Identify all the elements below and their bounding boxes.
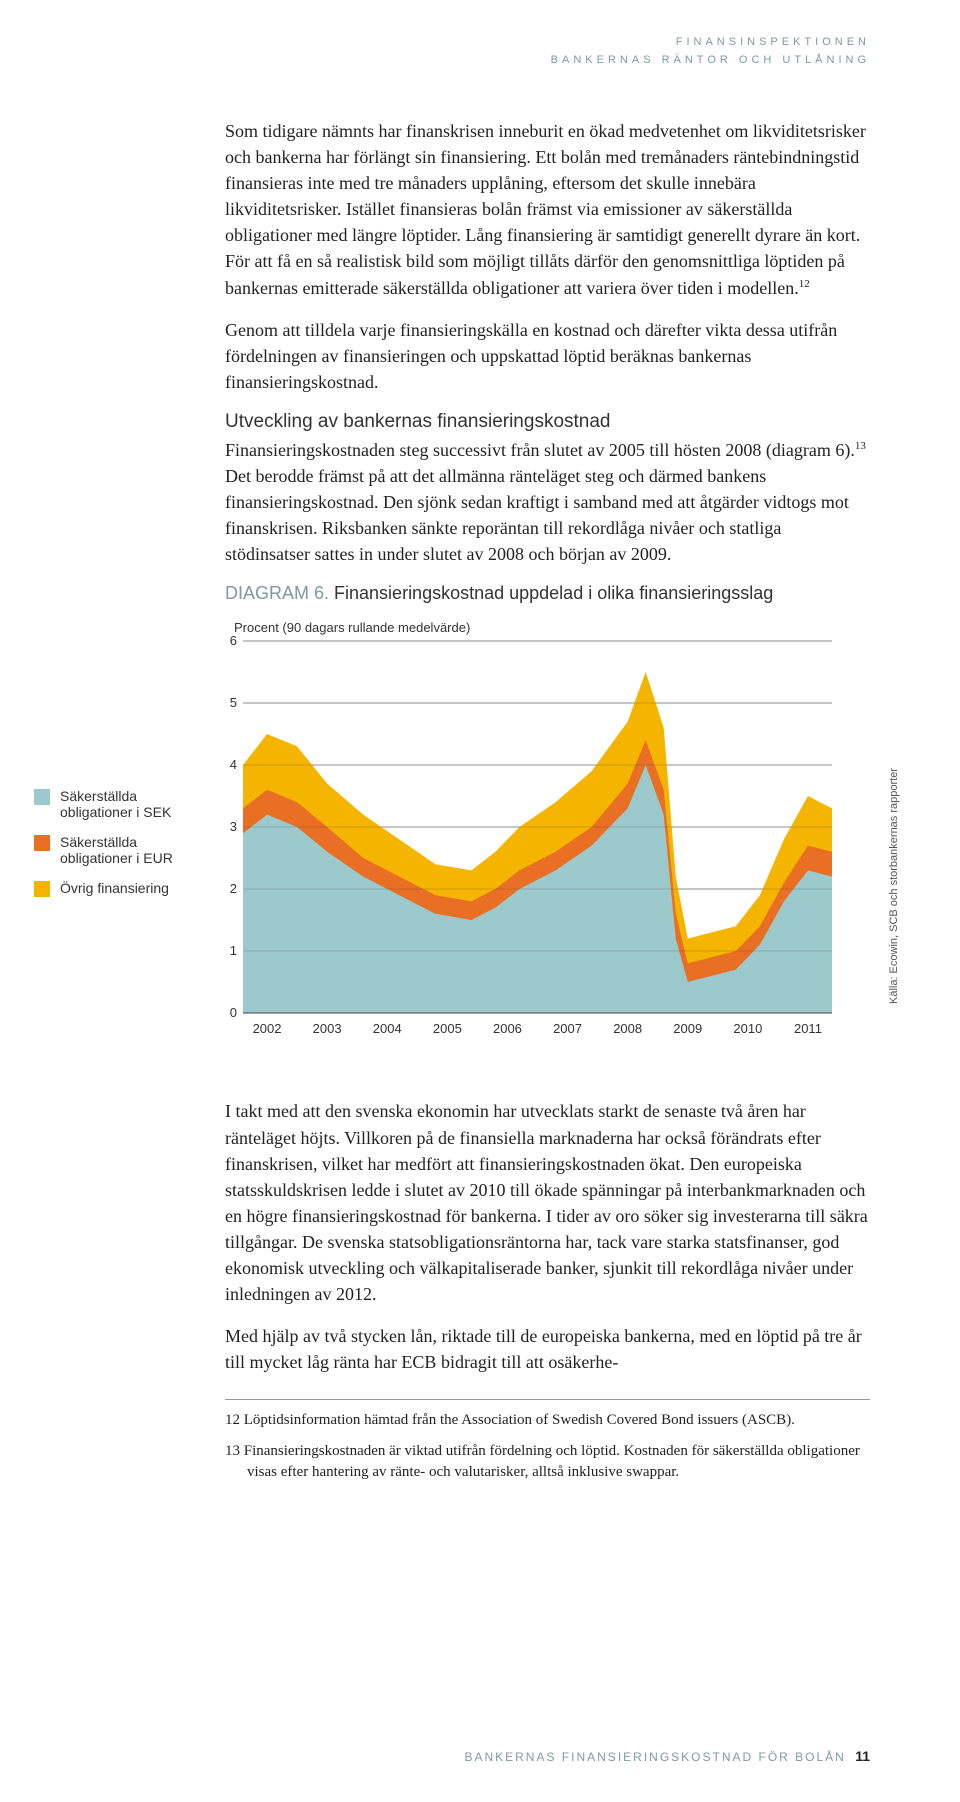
footnote-12: 12 Löptidsinformation hämtad från the As… [225,1410,870,1431]
legend-swatch-eur [34,835,50,851]
footnotes: 12 Löptidsinformation hämtad från the As… [225,1399,870,1483]
footer-text: BANKERNAS FINANSIERINGSKOSTNAD FÖR BOLÅN [464,1750,845,1764]
header-line1: FINANSINSPEKTIONEN [551,34,870,52]
svg-text:2009: 2009 [673,1021,702,1036]
svg-text:2005: 2005 [433,1021,462,1036]
paragraph-2: Genom att tilldela varje finansieringskä… [225,317,870,395]
legend-item-sek: Säkerställda obligationer i SEK [60,788,200,820]
paragraph-3: Finansieringskostnaden steg successivt f… [225,437,870,567]
legend-label-eur: Säkerställda obligationer i EUR [60,834,173,866]
svg-text:2: 2 [230,881,237,896]
p1-text: Som tidigare nämnts har finanskrisen inn… [225,121,866,298]
svg-text:6: 6 [230,633,237,648]
legend-item-eur: Säkerställda obligationer i EUR [60,834,200,866]
page-footer: BANKERNAS FINANSIERINGSKOSTNAD FÖR BOLÅN… [464,1748,870,1764]
svg-text:2011: 2011 [794,1021,822,1036]
chart-source: Källa: Ecowin, SCB och storbankernas rap… [888,768,900,1004]
legend-label-sek: Säkerställda obligationer i SEK [60,788,171,820]
svg-text:5: 5 [230,695,237,710]
svg-text:4: 4 [230,757,237,772]
legend-label-ovrig: Övrig finansiering [60,880,169,896]
footnote-13: 13 Finansieringskostnaden är viktad utif… [225,1441,870,1483]
svg-text:0: 0 [230,1005,237,1020]
paragraph-4: I takt med att den svenska ekonomin har … [225,1098,870,1307]
p1-sup: 12 [799,278,810,290]
main-content: Som tidigare nämnts har finanskrisen inn… [225,118,870,1493]
p3b-text: Det berodde främst på att det allmänna r… [225,466,849,564]
legend-swatch-ovrig [34,881,50,897]
svg-text:2010: 2010 [733,1021,762,1036]
paragraph-5: Med hjälp av två stycken lån, riktade ti… [225,1323,870,1375]
svg-text:2004: 2004 [373,1021,402,1036]
page-header: FINANSINSPEKTIONEN BANKERNAS RÄNTOR OCH … [551,34,870,69]
svg-text:2003: 2003 [313,1021,342,1036]
legend-item-ovrig: Övrig finansiering [60,880,200,896]
chart-plot: 0 1 2 3 4 5 6 2002 2003 2004 2005 2006 2007 2008 2009 2… [225,623,840,1043]
diagram-caption: DIAGRAM 6. Finansieringskostnad uppdelad… [225,583,870,604]
diagram-number: DIAGRAM 6. [225,583,329,603]
diagram-title: Finansieringskostnad uppdelad i olika fi… [329,583,773,603]
chart-svg: 0 1 2 3 4 5 6 2002 2003 2004 2005 2006 2007 2008 2009 2… [225,623,840,1043]
svg-text:2006: 2006 [493,1021,522,1036]
header-line2: BANKERNAS RÄNTOR OCH UTLÅNING [551,52,870,70]
p3-sup: 13 [855,440,866,452]
svg-text:3: 3 [230,819,237,834]
svg-text:2008: 2008 [613,1021,642,1036]
chart-block: Procent (90 dagars rullande medelvärde) … [0,618,870,1074]
p3a-text: Finansieringskostnaden steg successivt f… [225,440,855,460]
paragraph-1: Som tidigare nämnts har finanskrisen inn… [225,118,870,301]
legend-swatch-sek [34,789,50,805]
svg-text:1: 1 [230,943,237,958]
svg-text:2002: 2002 [253,1021,282,1036]
page-number: 11 [855,1748,870,1764]
svg-text:2007: 2007 [553,1021,582,1036]
chart-legend: Säkerställda obligationer i SEK Säkerstä… [60,788,200,910]
subheading-1: Utveckling av bankernas finansieringskos… [225,411,870,433]
